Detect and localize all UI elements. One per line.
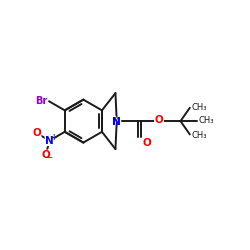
Text: N: N — [45, 136, 54, 145]
Text: −: − — [46, 154, 52, 162]
Text: N: N — [112, 117, 121, 127]
Text: O: O — [155, 116, 164, 126]
Text: O: O — [143, 138, 152, 148]
Text: Br: Br — [36, 96, 48, 106]
Text: N: N — [112, 115, 122, 128]
Text: O: O — [41, 150, 50, 160]
Text: CH₃: CH₃ — [191, 102, 207, 112]
Text: O: O — [32, 128, 41, 138]
Text: +: + — [50, 133, 56, 142]
Text: N: N — [112, 117, 121, 127]
Text: CH₃: CH₃ — [198, 116, 214, 125]
Text: CH₃: CH₃ — [191, 130, 207, 140]
